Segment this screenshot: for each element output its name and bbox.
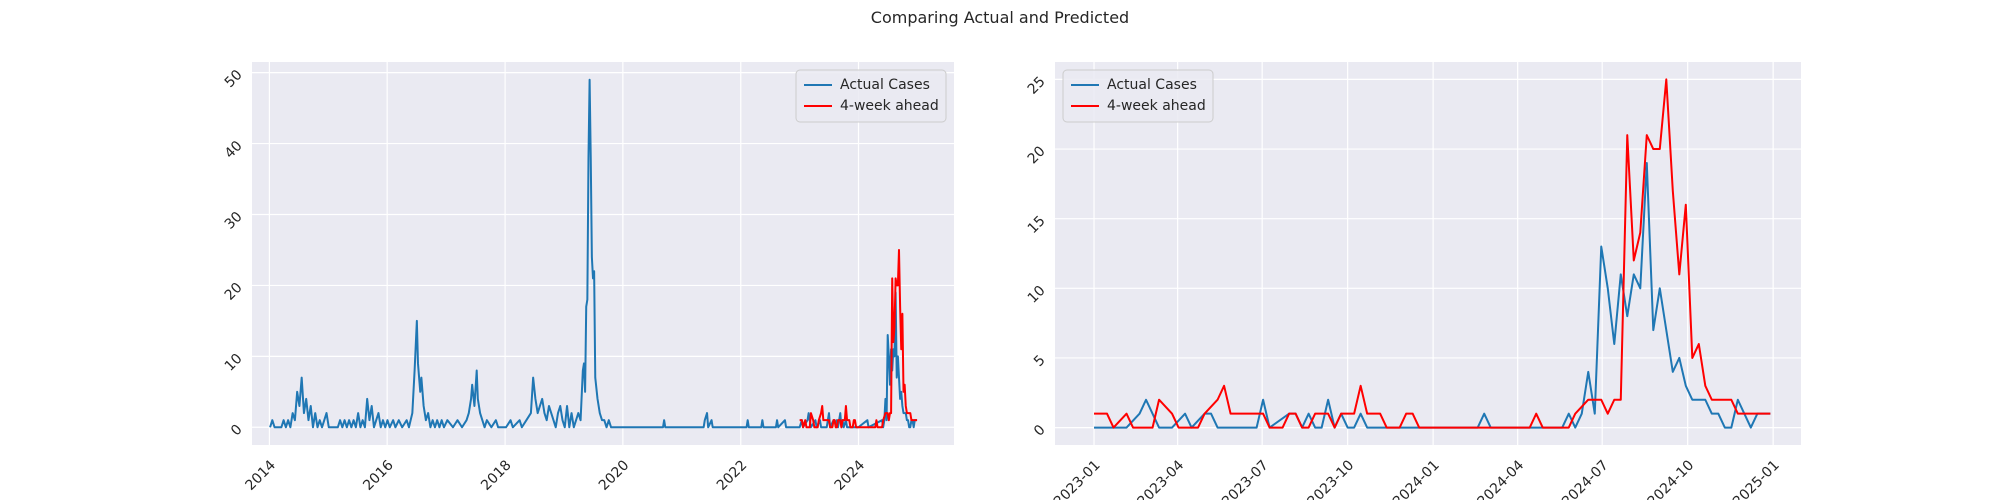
legend-frame bbox=[1062, 69, 1214, 123]
legend: Actual Cases 4-week ahead bbox=[1062, 69, 1214, 123]
y-tick-label: 25 bbox=[1025, 74, 1049, 98]
y-tick-label: 10 bbox=[1025, 283, 1049, 307]
series-line-four-week-ahead bbox=[1094, 78, 1771, 429]
legend-label: Actual Cases bbox=[840, 77, 930, 93]
y-tick-label: 5 bbox=[1031, 352, 1049, 370]
x-tick-label: 2022 bbox=[714, 457, 751, 494]
legend-frame bbox=[795, 69, 947, 123]
x-tick-label: 2025-01 bbox=[1730, 457, 1783, 500]
legend: Actual Cases 4-week ahead bbox=[795, 69, 947, 123]
y-tick-label: 30 bbox=[222, 209, 246, 233]
y-tick-label: 10 bbox=[222, 351, 246, 375]
x-tick-label: 2023-07 bbox=[1219, 457, 1272, 500]
series-line-four-week-ahead bbox=[799, 248, 918, 429]
legend-label: 4-week ahead bbox=[1107, 98, 1206, 114]
figure-suptitle: Comparing Actual and Predicted bbox=[870, 8, 1130, 27]
x-tick-label: 2014 bbox=[243, 457, 280, 494]
x-tick-label: 2024-04 bbox=[1475, 457, 1528, 500]
legend-label: 4-week ahead bbox=[840, 98, 939, 114]
chart-1: 0 10 20 30 40 50 2014 2016 2018 2020 2022 2024 Actua… bbox=[222, 62, 954, 494]
y-tick-label: 20 bbox=[222, 280, 246, 304]
y-tick-label: 0 bbox=[1031, 422, 1049, 440]
chart-2: 0 5 10 15 20 25 2023-01 2023-04 2023-07 2023-10 20… bbox=[1025, 62, 1801, 500]
y-tick-label: 20 bbox=[1025, 143, 1049, 167]
x-tick-label: 2024-01 bbox=[1390, 457, 1443, 500]
series-line-actual-cases bbox=[1094, 161, 1771, 429]
x-tick-label: 2016 bbox=[360, 457, 397, 494]
y-tick-label: 40 bbox=[222, 138, 246, 162]
y-tick-label: 0 bbox=[228, 422, 246, 440]
x-tick-label: 2023-10 bbox=[1305, 457, 1358, 500]
plot-area bbox=[252, 62, 954, 445]
y-tick-label: 50 bbox=[222, 67, 246, 91]
x-tick-label: 2023-04 bbox=[1135, 457, 1188, 500]
x-tick-label: 2020 bbox=[596, 457, 633, 494]
x-tick-label: 2018 bbox=[478, 457, 515, 494]
x-tick-label: 2024-10 bbox=[1645, 457, 1698, 500]
x-tick-label: 2024-07 bbox=[1559, 457, 1612, 500]
y-tick-label: 15 bbox=[1025, 213, 1049, 237]
plot-area bbox=[1055, 62, 1801, 445]
x-tick-label: 2023-01 bbox=[1051, 457, 1104, 500]
legend-label: Actual Cases bbox=[1107, 77, 1197, 93]
x-tick-label: 2024 bbox=[832, 457, 869, 494]
